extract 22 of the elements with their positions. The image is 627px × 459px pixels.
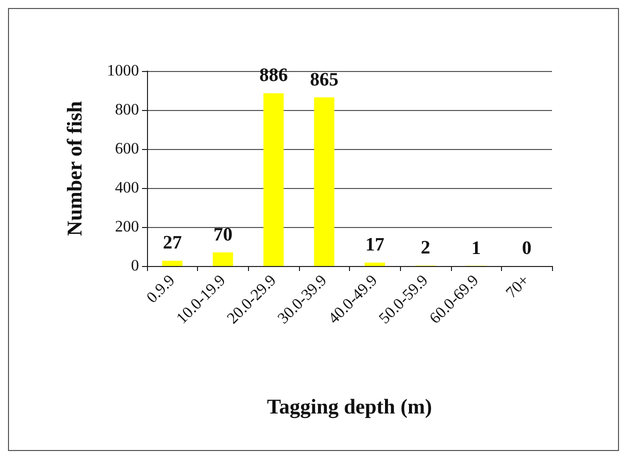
x-tick-label: 70+ — [503, 272, 533, 302]
y-tick-label: 600 — [115, 140, 139, 158]
data-label: 2 — [420, 238, 430, 259]
bar — [263, 93, 284, 266]
data-label: 70 — [213, 224, 232, 246]
data-label: 17 — [365, 234, 385, 256]
x-tick-label: 0.9.9 — [144, 272, 178, 307]
bar — [364, 262, 385, 266]
bar — [314, 97, 334, 266]
y-tick-label: 1000 — [107, 62, 139, 80]
x-axis-title: Tagging depth (m) — [267, 394, 432, 418]
bar — [162, 260, 182, 266]
y-tick-label: 0 — [131, 258, 139, 274]
y-tick-label: 200 — [115, 218, 139, 236]
data-label: 27 — [162, 232, 182, 254]
bar — [212, 252, 234, 266]
data-label: 1 — [471, 238, 481, 259]
data-label: 865 — [310, 69, 338, 90]
data-label: 0 — [522, 238, 532, 259]
y-axis-title: Number of fish — [62, 100, 86, 236]
y-tick-label: 400 — [115, 180, 139, 196]
y-tick-label: 800 — [115, 102, 139, 118]
